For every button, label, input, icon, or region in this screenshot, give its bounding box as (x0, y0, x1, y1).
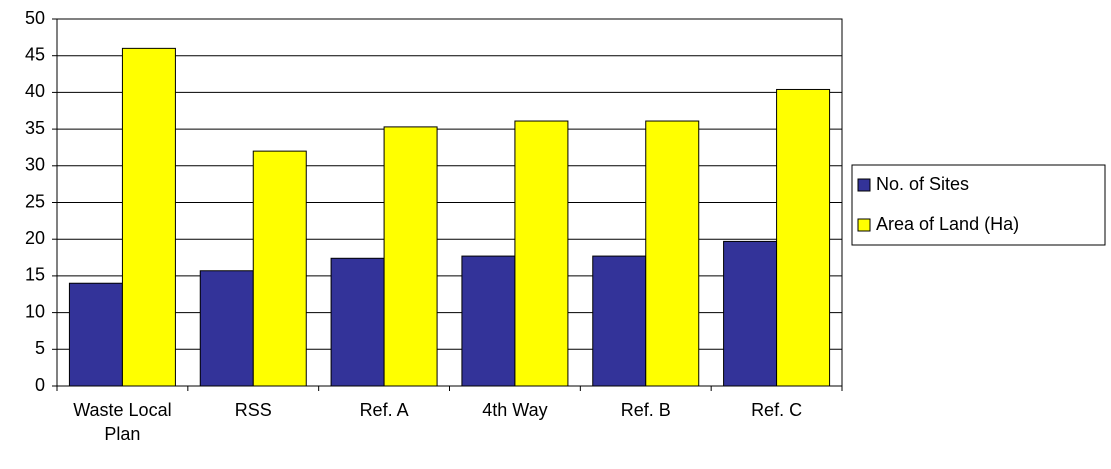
y-tick-label: 15 (25, 265, 45, 285)
bar (383, 126, 438, 387)
x-tick-label: 4th Way (482, 400, 548, 420)
y-tick-label: 20 (25, 228, 45, 248)
legend-swatch (857, 218, 871, 232)
bar (121, 47, 176, 387)
bar (199, 270, 254, 387)
plot-border (56, 18, 843, 387)
x-tick-label: Waste Local Plan (73, 400, 172, 444)
y-tick-label: 0 (35, 375, 45, 395)
bar (645, 120, 700, 387)
bar (776, 88, 831, 387)
y-tick-label: 35 (25, 118, 45, 138)
y-tick-label: 5 (35, 338, 45, 358)
bar (514, 120, 569, 387)
legend-label: No. of Sites (876, 174, 969, 194)
legend-box (851, 164, 1106, 246)
legend-label: Area of Land (Ha) (876, 214, 1019, 234)
y-tick-label: 50 (25, 8, 45, 28)
bar (252, 150, 307, 387)
bar (330, 257, 385, 387)
y-tick-label: 10 (25, 301, 45, 321)
y-tick-label: 30 (25, 155, 45, 175)
bar (461, 255, 516, 387)
bar (592, 255, 647, 387)
legend-swatch (857, 178, 871, 192)
x-tick-label: RSS (234, 400, 272, 420)
bar (68, 282, 123, 387)
y-tick-label: 40 (25, 81, 45, 101)
x-tick-label: Ref. B (620, 400, 671, 420)
x-tick-label: Ref. A (359, 400, 409, 420)
y-tick-label: 45 (25, 44, 45, 64)
x-tick-label: Ref. C (751, 400, 803, 420)
bar (723, 240, 778, 387)
y-tick-label: 25 (25, 191, 45, 211)
